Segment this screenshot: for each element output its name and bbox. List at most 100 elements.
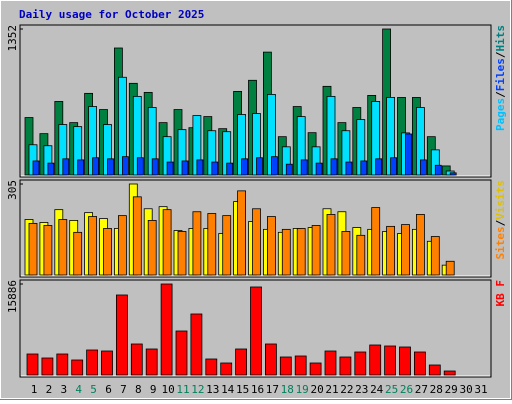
- bar: [266, 216, 276, 276]
- bar: [311, 225, 321, 276]
- x-tick-label: 26: [400, 383, 413, 396]
- bar: [58, 219, 68, 276]
- x-tick-label: 9: [150, 383, 157, 396]
- panel-frame: [19, 179, 492, 278]
- bar: [166, 161, 174, 176]
- x-tick-label: 24: [370, 383, 384, 396]
- bar: [190, 313, 203, 376]
- bar: [122, 156, 129, 176]
- bar: [151, 158, 159, 176]
- x-tick-label: 6: [105, 383, 112, 396]
- x-tick-label: 23: [355, 383, 368, 396]
- bar: [386, 225, 396, 276]
- x-tick-label: 15: [236, 383, 249, 396]
- legend: Sites/Visits: [494, 180, 507, 260]
- bar: [235, 348, 248, 376]
- bar: [147, 219, 157, 276]
- bar: [341, 231, 351, 276]
- bar: [256, 157, 263, 176]
- x-tick-label: 30: [459, 383, 472, 396]
- x-tick-label: 17: [266, 383, 279, 396]
- bar: [162, 209, 172, 276]
- bar: [443, 370, 456, 376]
- bar: [324, 350, 337, 376]
- bar: [145, 348, 158, 376]
- bar: [419, 159, 427, 176]
- bar: [56, 353, 69, 376]
- x-tick-label: 28: [430, 383, 443, 396]
- bar: [28, 222, 38, 276]
- bar: [285, 163, 293, 176]
- x-tick-label: 12: [191, 383, 204, 396]
- x-tick-label: 25: [385, 383, 398, 396]
- bar: [192, 211, 202, 276]
- legend-entry: Hits: [494, 25, 507, 52]
- x-tick-label: 7: [120, 383, 127, 396]
- bar: [415, 214, 425, 276]
- bar: [116, 294, 128, 376]
- bar: [175, 330, 188, 376]
- x-tick-label: 19: [296, 383, 309, 396]
- bar: [241, 158, 249, 176]
- x-tick-label: 31: [474, 383, 487, 396]
- panel-frame: [19, 24, 492, 178]
- bar: [222, 215, 232, 276]
- bar: [330, 158, 338, 176]
- bar: [281, 228, 291, 276]
- bar: [207, 213, 217, 276]
- bar: [315, 162, 323, 176]
- bar: [294, 355, 307, 376]
- bar: [264, 343, 277, 376]
- bar: [399, 346, 411, 376]
- bar: [130, 343, 143, 376]
- x-tick-label: 10: [161, 383, 174, 396]
- bar: [160, 283, 173, 376]
- bar: [384, 345, 397, 376]
- x-tick-label: 1: [31, 383, 38, 396]
- bar: [326, 214, 336, 276]
- y-tick-label: 15886: [6, 280, 19, 313]
- y-tick-label: 305: [6, 180, 19, 200]
- x-tick-label: 18: [281, 383, 294, 396]
- x-tick-label: 29: [445, 383, 458, 396]
- chart-title: Daily usage for October 2025: [19, 8, 204, 21]
- bar: [71, 359, 84, 376]
- bar: [86, 349, 98, 376]
- bar: [401, 224, 410, 276]
- x-tick-label: 13: [206, 383, 219, 396]
- bar: [270, 156, 278, 176]
- legend-entry: Files: [494, 58, 507, 91]
- legend: Pages/Files/Hits: [494, 25, 507, 131]
- y-tick-label: 1352: [6, 25, 19, 52]
- bar: [73, 231, 83, 276]
- bar: [220, 362, 233, 376]
- bar: [62, 158, 70, 176]
- bar: [211, 161, 219, 176]
- legend-entry: Sites: [494, 226, 507, 259]
- bar: [250, 286, 262, 376]
- bar: [434, 164, 442, 176]
- bar: [103, 228, 112, 276]
- bar: [92, 157, 99, 176]
- x-tick-label: 3: [60, 383, 67, 396]
- x-tick-label: 22: [340, 383, 353, 396]
- bar: [196, 159, 204, 176]
- bar: [345, 161, 353, 176]
- bar: [430, 236, 440, 276]
- bar: [237, 190, 247, 276]
- legend: KB F: [494, 280, 507, 307]
- bar: [88, 216, 97, 276]
- panel-frame: [19, 279, 492, 378]
- bar: [369, 344, 382, 376]
- bar: [360, 160, 368, 176]
- bar: [205, 358, 218, 376]
- bar: [296, 228, 306, 276]
- x-tick-label: 27: [415, 383, 428, 396]
- bar: [300, 159, 308, 176]
- bar: [339, 356, 352, 376]
- bar: [107, 158, 114, 176]
- bar: [226, 162, 234, 176]
- bar: [26, 353, 39, 376]
